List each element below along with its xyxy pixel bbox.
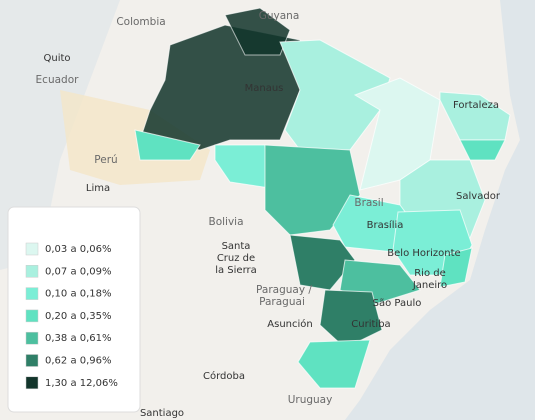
place-label: Paraguay / <box>256 284 312 296</box>
place-label: Santiago <box>140 408 184 419</box>
place-label: Santa <box>222 241 251 252</box>
legend-swatch <box>25 354 39 367</box>
place-label: Belo Horizonte <box>387 248 460 259</box>
place-label: Fortaleza <box>453 100 499 111</box>
place-label: São Paulo <box>373 298 422 309</box>
place-label: Lima <box>86 183 110 194</box>
legend-swatch <box>25 287 39 300</box>
place-label: Cruz de <box>217 253 255 264</box>
region <box>297 339 371 389</box>
legend-swatch <box>25 376 39 390</box>
region <box>214 144 271 189</box>
place-label: Colombia <box>116 16 165 28</box>
legend-swatch <box>25 242 39 256</box>
legend-label: 0,20 a 0,35% <box>45 311 112 322</box>
legend-label: 0,07 a 0,09% <box>45 266 112 277</box>
place-label: Quito <box>43 53 70 64</box>
place-label: Brasília <box>367 219 404 231</box>
legend-label: 1,30 a 12,06% <box>45 378 118 389</box>
legend-swatch <box>25 309 39 323</box>
place-label: Guyana <box>259 10 300 22</box>
place-label: Manaus <box>245 83 284 94</box>
region <box>459 139 506 161</box>
place-label: Córdoba <box>203 370 245 382</box>
place-label: Curitiba <box>351 319 390 330</box>
region <box>319 289 383 349</box>
ocean <box>345 0 535 420</box>
region <box>264 144 361 236</box>
legend-label: 0,62 a 0,96% <box>45 356 112 367</box>
region <box>134 129 201 161</box>
legend-swatch <box>25 331 39 345</box>
region <box>439 247 473 288</box>
place-label: Asunción <box>267 318 312 330</box>
place-label: Salvador <box>456 191 501 202</box>
legend-label: 0,10 a 0,18% <box>45 289 112 300</box>
legend-swatch <box>25 265 39 278</box>
place-label: Janeiro <box>412 280 447 291</box>
place-label: Ecuador <box>36 74 80 86</box>
peru-highlight <box>60 90 210 185</box>
pacific <box>0 0 120 270</box>
place-label: la Sierra <box>215 265 257 276</box>
place-label: Bolivia <box>208 216 243 228</box>
place-label: Paraguai <box>259 296 305 308</box>
place-label: Perú <box>94 154 117 166</box>
legend-label: 0,38 a 0,61% <box>45 333 112 344</box>
legend-box <box>7 206 141 413</box>
regions <box>134 7 511 389</box>
place-label: Rio de <box>414 268 446 279</box>
legend: 0,03 a 0,06% 0,07 a 0,09% 0,10 a 0,18% 0,20… <box>25 242 118 390</box>
place-label: Brasil <box>354 197 383 209</box>
place-label: Uruguay <box>288 394 333 406</box>
legend-label: 0,03 a 0,06% <box>45 244 112 255</box>
